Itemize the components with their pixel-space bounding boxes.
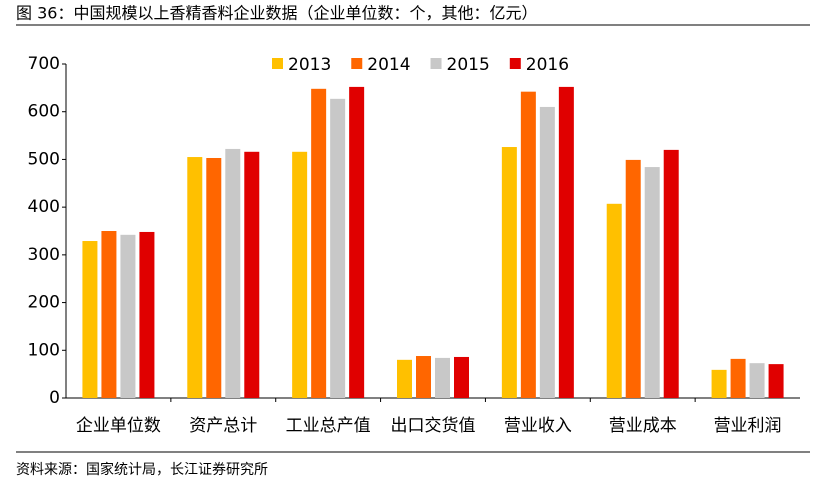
legend-swatch bbox=[272, 58, 283, 69]
bar bbox=[120, 234, 136, 398]
bar bbox=[292, 151, 308, 398]
bar bbox=[454, 356, 469, 398]
legend-swatch bbox=[430, 58, 442, 69]
bar bbox=[663, 149, 679, 398]
bar bbox=[749, 363, 765, 398]
bar bbox=[330, 98, 346, 399]
bar bbox=[82, 241, 98, 398]
chart-title: 图 36：中国规模以上香精香料企业数据（企业单位数：个，其他：亿元） bbox=[16, 4, 537, 23]
bar bbox=[349, 86, 365, 398]
legend-label: 2016 bbox=[526, 55, 569, 75]
y-tick-label: 0 bbox=[49, 388, 60, 408]
source-note: 资料来源：国家统计局，长江证券研究所 bbox=[16, 461, 268, 478]
bar bbox=[187, 157, 203, 398]
legend-label: 2014 bbox=[367, 55, 410, 75]
x-tick-label: 营业成本 bbox=[609, 416, 677, 436]
y-tick-label: 400 bbox=[28, 197, 60, 217]
bar bbox=[711, 369, 727, 398]
x-tick-label: 资产总计 bbox=[189, 416, 257, 436]
y-tick-label: 200 bbox=[28, 293, 60, 313]
y-tick-label: 300 bbox=[28, 245, 60, 265]
bar bbox=[768, 364, 784, 398]
y-tick-label: 100 bbox=[28, 340, 60, 360]
y-tick-label: 600 bbox=[28, 102, 60, 122]
y-tick-label: 500 bbox=[28, 149, 60, 169]
bar bbox=[225, 148, 241, 398]
bar bbox=[625, 159, 641, 398]
x-tick-label: 企业单位数 bbox=[76, 416, 161, 436]
x-tick-label: 营业利润 bbox=[714, 416, 782, 436]
bar bbox=[397, 359, 412, 398]
bar bbox=[558, 86, 574, 398]
legend-swatch bbox=[509, 58, 521, 69]
bar bbox=[435, 357, 450, 398]
legend-label: 2015 bbox=[447, 55, 490, 75]
bar bbox=[539, 106, 555, 398]
bar bbox=[206, 157, 222, 398]
y-tick-label: 700 bbox=[28, 54, 60, 74]
bar bbox=[520, 91, 536, 398]
bar bbox=[139, 231, 155, 398]
bar bbox=[311, 88, 327, 398]
bar bbox=[101, 231, 117, 398]
legend-label: 2013 bbox=[288, 55, 331, 75]
x-tick-label: 出口交货值 bbox=[391, 416, 476, 436]
bar bbox=[501, 147, 517, 398]
x-tick-label: 工业总产值 bbox=[286, 416, 371, 436]
bar bbox=[730, 358, 746, 398]
bar bbox=[606, 203, 622, 398]
legend-swatch bbox=[351, 58, 363, 69]
bar bbox=[244, 151, 260, 398]
x-tick-label: 营业收入 bbox=[504, 416, 572, 436]
bar bbox=[644, 167, 660, 398]
bar bbox=[416, 356, 431, 398]
